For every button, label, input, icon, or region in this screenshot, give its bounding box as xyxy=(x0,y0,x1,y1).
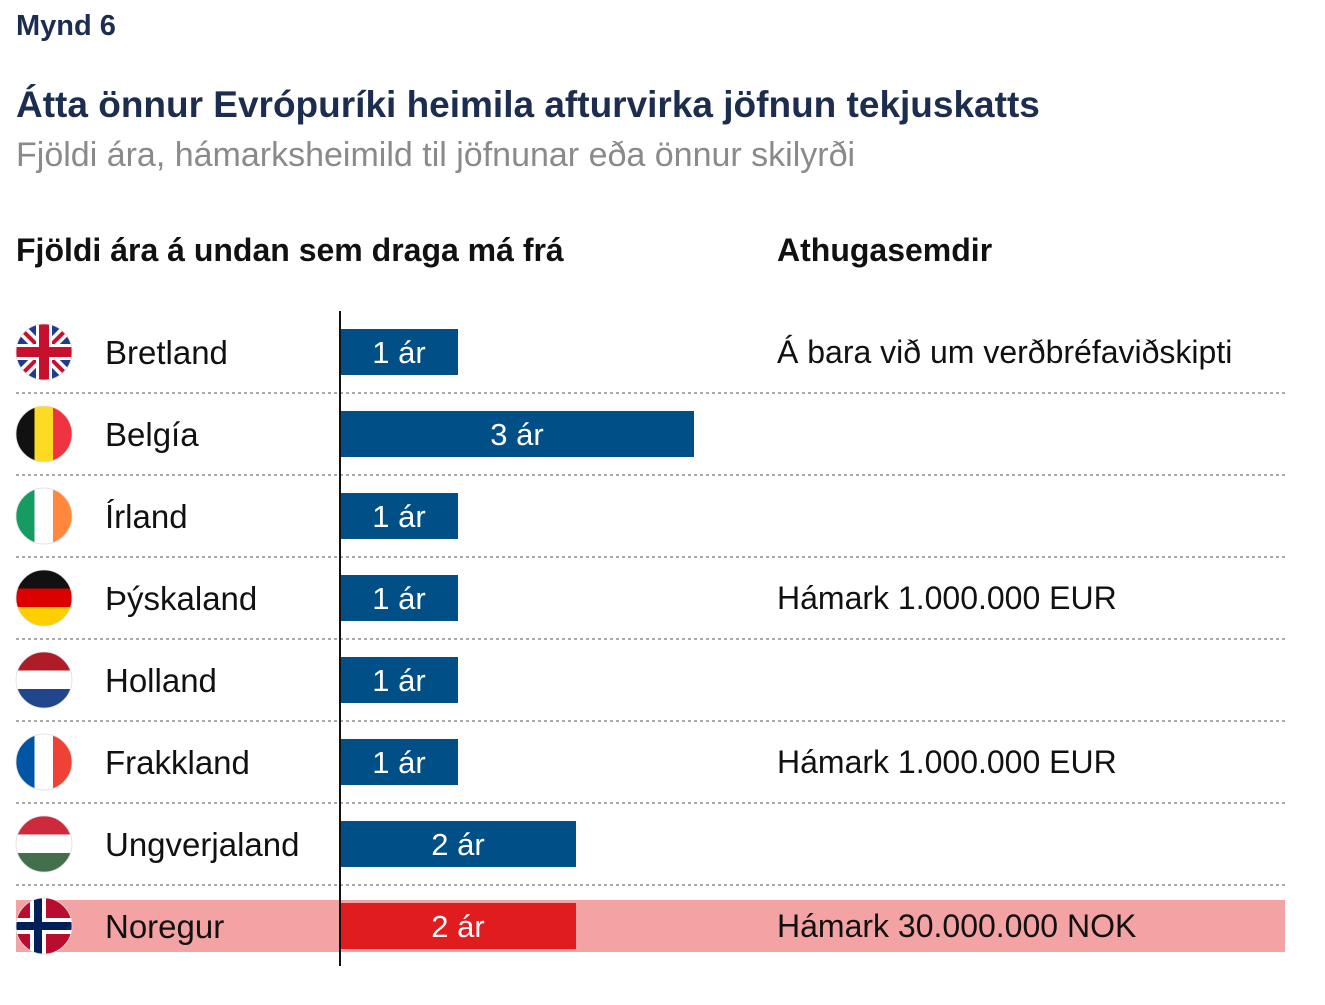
bar xyxy=(340,575,458,621)
bar xyxy=(340,493,458,539)
bar xyxy=(340,329,458,375)
country-label: Frakkland xyxy=(105,744,250,781)
bar xyxy=(340,903,576,949)
note-text: Hámark 1.000.000 EUR xyxy=(777,744,1117,780)
country-label: Holland xyxy=(105,662,217,699)
country-label: Noregur xyxy=(105,908,224,945)
bar-value-label: 1 ár xyxy=(372,499,425,534)
bar-value-label: 2 ár xyxy=(431,909,484,944)
bar-value-label: 3 ár xyxy=(490,417,543,452)
bar-value-label: 1 ár xyxy=(372,581,425,616)
note-text: Hámark 30.000.000 NOK xyxy=(777,908,1136,944)
bar-value-label: 1 ár xyxy=(372,745,425,780)
country-label: Þýskaland xyxy=(105,580,257,617)
france-flag-icon xyxy=(15,733,73,791)
country-label: Bretland xyxy=(105,334,228,371)
figure-label: Mynd 6 xyxy=(16,10,116,42)
bar-value-label: 2 ár xyxy=(431,827,484,862)
belgium-flag-icon xyxy=(15,405,73,463)
highlight-row-background xyxy=(16,900,1285,952)
bar-value-label: 1 ár xyxy=(372,335,425,370)
notes-column-header: Athugasemdir xyxy=(777,232,993,268)
note-text: Hámark 1.000.000 EUR xyxy=(777,580,1117,616)
chart-subtitle: Fjöldi ára, hámarksheimild til jöfnunar … xyxy=(16,136,856,174)
value-column-header: Fjöldi ára á undan sem draga má frá xyxy=(16,232,564,268)
country-label: Belgía xyxy=(105,416,199,453)
germany-flag-icon xyxy=(15,569,73,627)
bar xyxy=(340,739,458,785)
bar xyxy=(340,411,694,457)
bar xyxy=(340,821,576,867)
ireland-flag-icon xyxy=(15,487,73,545)
hungary-flag-icon xyxy=(15,815,73,873)
netherlands-flag-icon xyxy=(15,651,73,709)
bar-value-label: 1 ár xyxy=(372,663,425,698)
country-label: Ungverjaland xyxy=(105,826,299,863)
uk-flag-icon xyxy=(15,323,73,381)
country-label: Írland xyxy=(105,498,188,535)
norway-flag-icon xyxy=(15,897,73,955)
chart-title: Átta önnur Evrópuríki heimila afturvirka… xyxy=(16,84,1040,125)
bar xyxy=(340,657,458,703)
note-text: Á bara við um verðbréfaviðskipti xyxy=(777,334,1232,370)
